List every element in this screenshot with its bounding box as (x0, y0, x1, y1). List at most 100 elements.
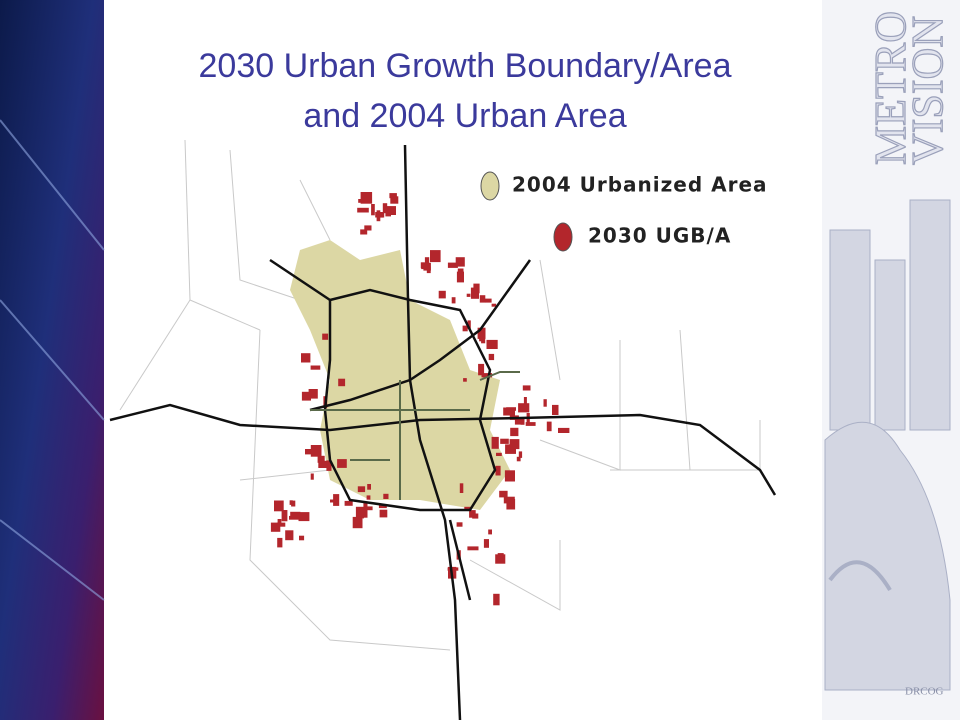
ugb-patch (383, 493, 389, 499)
ugb-patch (305, 449, 317, 455)
ugb-patch (363, 502, 368, 510)
ugb-patch (298, 512, 310, 522)
ugb-patch (358, 199, 366, 203)
ugb-patch (451, 297, 456, 304)
ugb-patch (447, 262, 458, 268)
title-line: and 2004 Urban Area (303, 97, 626, 135)
ugb-patch (378, 504, 387, 509)
title-line: 2030 Urban Growth Boundary/Area (199, 47, 732, 85)
ugb-patch (357, 207, 369, 213)
ugb-patch (481, 373, 493, 378)
ugb-patch (310, 473, 314, 480)
ugb-patch (504, 470, 515, 482)
ugb-patch (352, 516, 363, 529)
ugb-patch (543, 399, 547, 407)
ugb-patch (483, 539, 489, 548)
ugb-patch (379, 509, 388, 518)
ugb-patch (371, 204, 375, 216)
ugb-patch (310, 445, 322, 457)
ugb-patch (495, 465, 501, 476)
logo-text: METRO VISION (865, 10, 952, 165)
ugb-patch (281, 510, 288, 522)
ugb-patch (506, 407, 516, 411)
ugb-patch (523, 397, 527, 405)
ugb-patch (479, 295, 486, 303)
ugb-patch (496, 452, 502, 456)
ugb-patch (278, 539, 282, 544)
ugb-patch (270, 522, 281, 532)
legend-swatch (553, 222, 573, 252)
ugb-patch (506, 499, 516, 510)
legend: 2004 Urbanized Area 2030 UGB/A (480, 171, 768, 252)
legend-label: 2004 Urbanized Area (512, 173, 768, 197)
ugb-patch (520, 417, 525, 425)
ugb-patch (522, 385, 531, 391)
ugb-patch (518, 403, 530, 413)
ugb-patch (310, 365, 321, 370)
ugb-patch (516, 456, 521, 462)
ugb-patch (274, 500, 284, 512)
ugb-patch (301, 353, 311, 363)
ugb-patch (510, 427, 519, 437)
ugb-patch (546, 421, 552, 432)
ugb-patch (459, 483, 464, 493)
ugb-patch (299, 535, 305, 541)
logo-footer: DRCOG (905, 686, 944, 698)
ugb-patch (386, 206, 396, 215)
ugb-patch (456, 271, 464, 283)
ugb-patch (424, 257, 430, 264)
ugb-patch (464, 506, 471, 511)
ugb-patch (514, 417, 521, 425)
ugb-patch (364, 225, 372, 231)
ugb-patch (472, 513, 479, 519)
ugb-patch (488, 353, 495, 361)
ugb-patch (382, 203, 388, 214)
logo-word: VISION (903, 16, 952, 165)
ugb-patch (473, 283, 480, 294)
logo-art (824, 199, 951, 691)
ugb-patch (291, 500, 296, 507)
ugb-patch (491, 436, 499, 449)
legend-label: 2030 UGB/A (588, 224, 731, 248)
ugb-patch (509, 439, 520, 450)
ugb-patch (360, 229, 368, 235)
ugb-patch (438, 290, 446, 299)
ugb-patch (505, 444, 516, 454)
ugb-patch (462, 325, 468, 332)
ugb-patch (481, 332, 486, 344)
ugb-patch (365, 506, 373, 511)
ugb-patch (360, 192, 373, 204)
ugb-patch (290, 511, 301, 518)
ugb-patch (338, 378, 346, 387)
ugb-patch (525, 422, 536, 426)
ugb-patch (367, 484, 371, 490)
ugb-patch (326, 460, 332, 471)
ugb-patch (301, 391, 311, 401)
ugb-patch (497, 553, 504, 560)
ugb-patch (499, 490, 508, 498)
legend-swatch (480, 171, 500, 201)
logo-word: METRO (866, 11, 915, 165)
ugb-patch (478, 363, 485, 376)
ugb-patch (467, 546, 479, 551)
ugb-patch (455, 257, 465, 267)
ugb-patch (322, 333, 329, 340)
ugb-patch (430, 250, 441, 263)
ugb-patch (389, 193, 397, 199)
band-streak (0, 119, 105, 601)
ugb-patch (456, 522, 463, 527)
ugb-patch (390, 196, 399, 204)
urban-2004 (290, 240, 510, 510)
ugb-patch (466, 293, 471, 297)
ugb-patch (488, 529, 492, 535)
ugb-patch (285, 530, 294, 541)
ugb-patch (308, 389, 318, 399)
ugb-patch (375, 212, 385, 218)
ugb-patch (493, 593, 500, 606)
ugb-patch (317, 455, 325, 463)
ugb-patch (552, 404, 559, 415)
ugb-patch (485, 298, 492, 303)
ugb-patch (366, 495, 371, 500)
map (109, 139, 777, 720)
